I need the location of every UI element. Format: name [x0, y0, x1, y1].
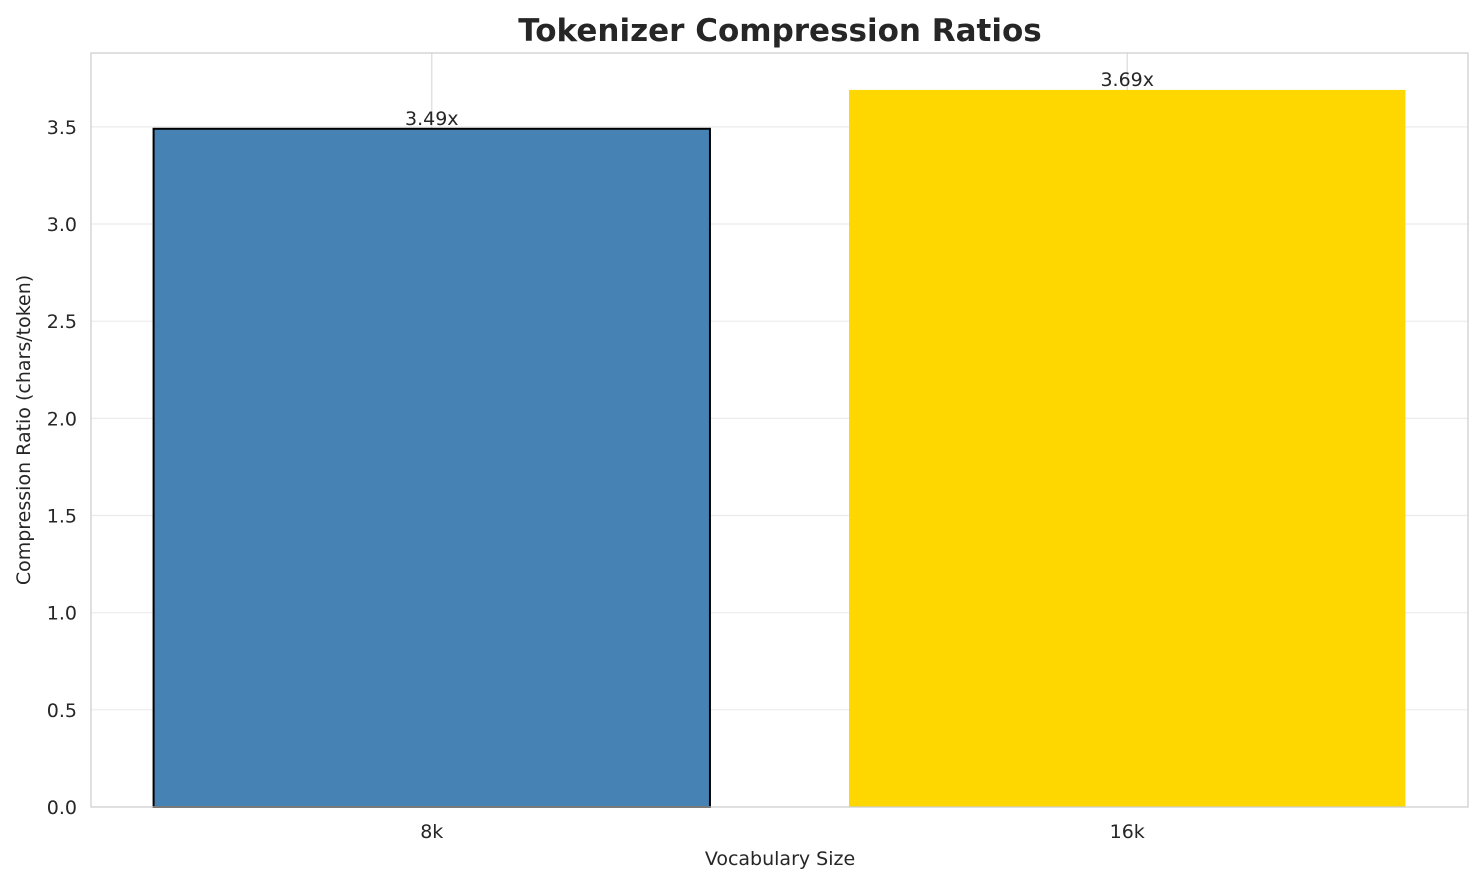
plot-frame	[90, 52, 1469, 808]
x-axis-label: Vocabulary Size	[705, 848, 855, 870]
x-tick-label: 8k	[420, 821, 443, 843]
y-tick-label: 3.5	[47, 117, 77, 139]
y-axis-label: Compression Ratio (chars/token)	[13, 275, 35, 585]
y-tick-label: 1.5	[47, 506, 77, 528]
data-label: 3.69x	[1100, 69, 1154, 91]
bar-8k	[152, 127, 711, 809]
bar-16k	[849, 89, 1406, 808]
y-ticks: 0.0 0.5 1.0 1.5 2.0 2.5 3.0 3.5	[47, 117, 77, 819]
data-label: 3.49x	[405, 108, 459, 130]
bars	[152, 89, 1406, 809]
y-tick-label: 2.0	[47, 408, 77, 430]
chart-title: Tokenizer Compression Ratios	[518, 13, 1042, 49]
y-tick-label: 0.5	[47, 700, 77, 722]
x-tick-label: 16k	[1110, 821, 1145, 843]
y-tick-label: 2.5	[47, 311, 77, 333]
y-tick-label: 3.0	[47, 214, 77, 236]
y-tick-label: 1.0	[47, 603, 77, 625]
data-labels: 3.49x 3.69x	[405, 69, 1154, 130]
y-tick-label: 0.0	[47, 797, 77, 819]
x-ticks: 8k 16k	[420, 821, 1145, 843]
